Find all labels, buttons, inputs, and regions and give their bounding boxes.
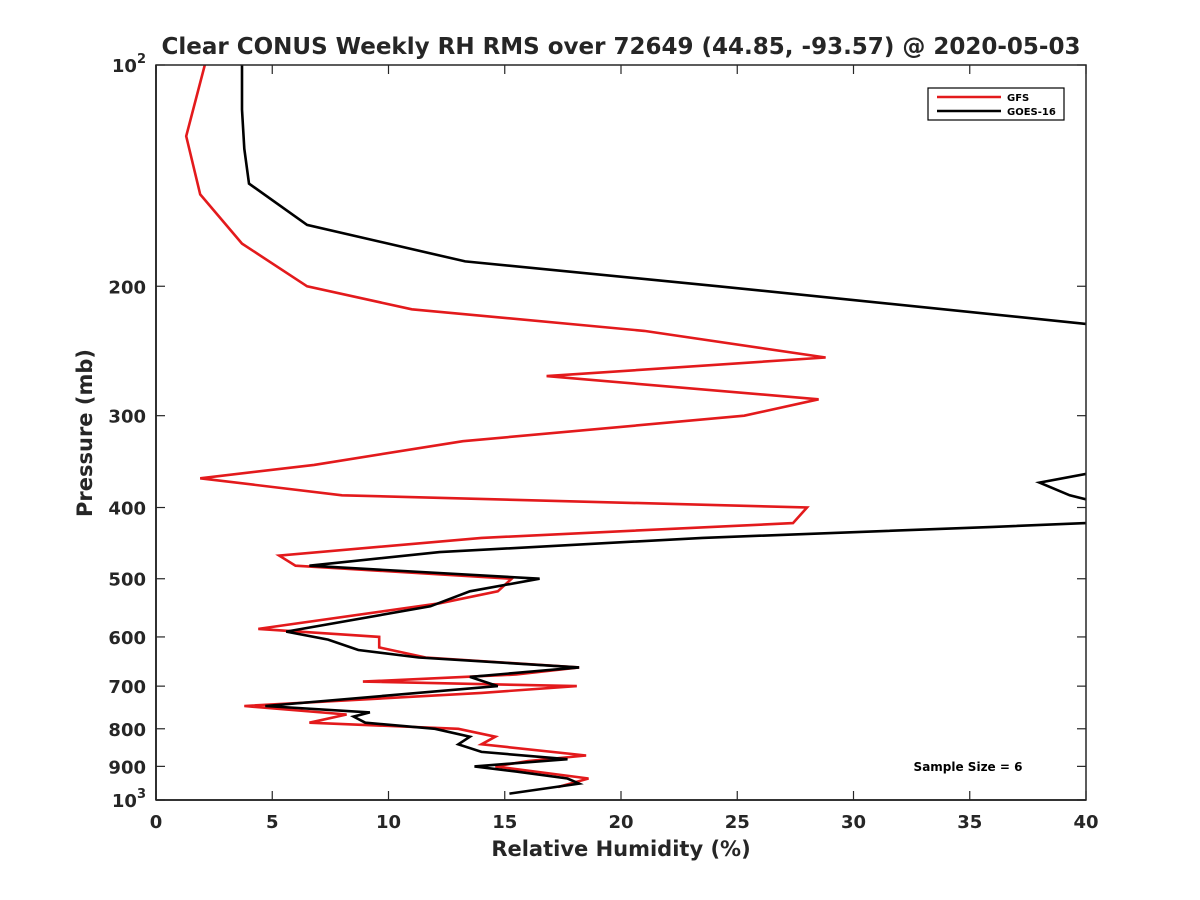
y-tick-label-exponent: 3 <box>137 787 146 802</box>
y-tick-label: 400 <box>108 499 146 520</box>
y-tick-label: 600 <box>108 628 146 649</box>
x-tick-label: 30 <box>841 812 866 833</box>
y-axis-label: Pressure (mb) <box>73 349 97 517</box>
y-tick-label-base: 10 <box>112 56 137 77</box>
y-tick-label-base: 700 <box>108 677 146 698</box>
y-tick-label: 700 <box>108 677 146 698</box>
y-tick-label-base: 300 <box>108 407 146 428</box>
x-tick-label: 5 <box>266 812 279 833</box>
y-tick-label: 900 <box>108 757 146 778</box>
y-tick-label-base: 500 <box>108 570 146 591</box>
series-layer <box>184 65 1086 795</box>
y-tick-label: 200 <box>108 277 146 298</box>
y-tick-label-base: 900 <box>108 757 146 778</box>
series-line-goes-16 <box>240 65 1086 326</box>
x-tick-label: 0 <box>150 812 163 833</box>
y-tick-label-base: 10 <box>112 791 137 812</box>
series-line-gfs <box>184 65 826 789</box>
x-ticks: 0 5 10 15 20 25 30 35 40 <box>150 65 1099 833</box>
legend-label-gfs: GFS <box>1007 93 1029 104</box>
x-tick-label: 35 <box>957 812 982 833</box>
y-tick-label-exponent: 2 <box>137 52 146 67</box>
x-tick-label: 25 <box>725 812 750 833</box>
series-line-goes-16 <box>265 521 1086 795</box>
x-tick-label: 20 <box>608 812 633 833</box>
legend: GFS GOES-16 <box>927 87 1065 121</box>
x-tick-label: 10 <box>376 812 401 833</box>
y-tick-label: 800 <box>108 720 146 741</box>
y-tick-label-base: 200 <box>108 277 146 298</box>
legend-box <box>927 87 1065 121</box>
y-tick-label: 500 <box>108 570 146 591</box>
y-tick-label-base: 600 <box>108 628 146 649</box>
y-tick-label-base: 800 <box>108 720 146 741</box>
chart-title: Clear CONUS Weekly RH RMS over 72649 (44… <box>162 34 1081 60</box>
x-tick-label: 40 <box>1073 812 1098 833</box>
legend-label-goes-16: GOES-16 <box>1007 107 1056 118</box>
y-tick-label-base: 400 <box>108 499 146 520</box>
sample-size-annotation: Sample Size = 6 <box>914 760 1023 774</box>
x-tick-label: 15 <box>492 812 517 833</box>
y-tick-label: 102 <box>112 52 146 77</box>
y-tick-label: 300 <box>108 407 146 428</box>
y-tick-label: 103 <box>112 787 146 812</box>
series-line-goes-16 <box>1035 472 1086 501</box>
x-axis-label: Relative Humidity (%) <box>491 837 750 861</box>
